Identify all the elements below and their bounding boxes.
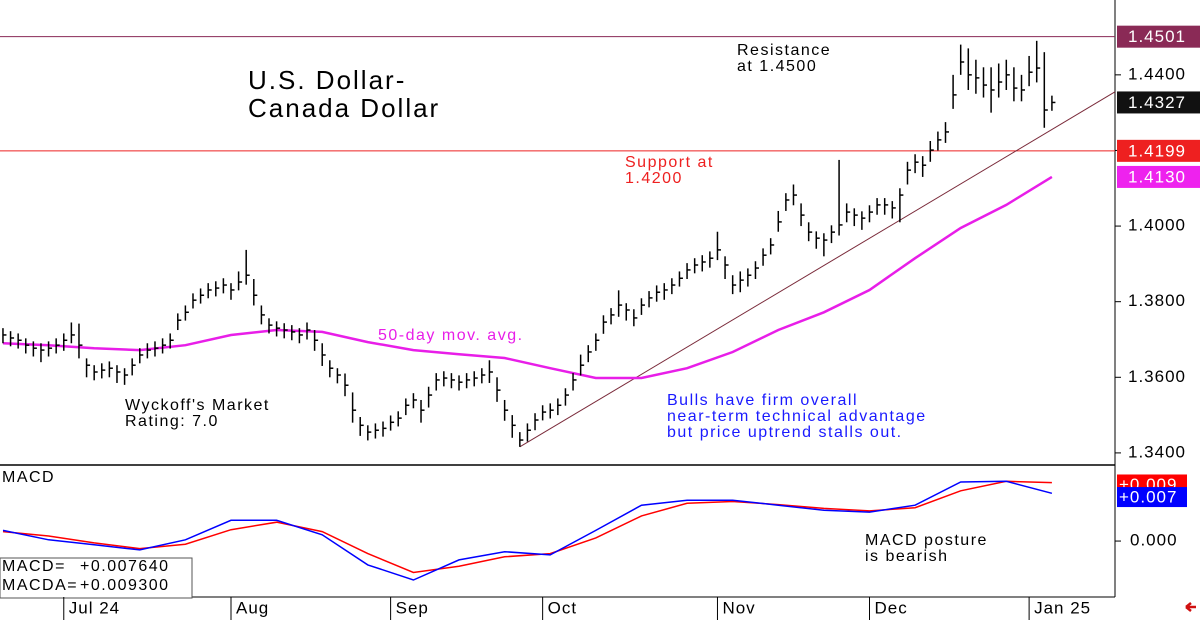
level-tag-label: 1.4327 xyxy=(1128,93,1186,112)
macd-y-tick-label: 0.000 xyxy=(1130,531,1178,550)
macd-tag-label: +0.007 xyxy=(1119,488,1177,507)
annotation: at 1.4500 xyxy=(737,58,817,75)
annotation: Bulls have firm overall xyxy=(667,392,858,409)
x-tick-label: Aug xyxy=(236,598,269,617)
macd-legend-name: MACDA= xyxy=(2,577,78,594)
level-tag-label: 1.4130 xyxy=(1128,167,1186,186)
y-tick-label: 1.4400 xyxy=(1128,64,1186,83)
x-tick-label: Sep xyxy=(396,598,429,617)
x-tick-label: Jan 25 xyxy=(1034,598,1091,617)
macd-legend-box xyxy=(0,557,193,599)
chart-title: U.S. Dollar- xyxy=(248,65,406,95)
annotation: 1.4200 xyxy=(625,170,683,187)
level-tag-label: 1.4199 xyxy=(1128,141,1186,160)
level-tag xyxy=(1117,165,1200,188)
scroll-arrow xyxy=(1185,602,1196,612)
annotation: Rating: 7.0 xyxy=(125,413,219,430)
macd-title: MACD xyxy=(2,469,55,486)
chart-title: Canada Dollar xyxy=(248,93,440,123)
macd-legend-name: MACD= xyxy=(2,558,66,575)
annotation: Support at xyxy=(625,154,714,171)
y-tick-label: 1.4000 xyxy=(1128,216,1186,235)
x-tick-label: Oct xyxy=(548,598,577,617)
y-tick-label: 1.3400 xyxy=(1128,442,1186,461)
moving-average xyxy=(2,175,1053,380)
annotation: is bearish xyxy=(865,548,948,565)
trend-line xyxy=(519,91,1116,448)
macd-legend-value: +0.009300 xyxy=(80,577,170,594)
y-tick-label: 1.3600 xyxy=(1128,367,1186,386)
annotation: but price uptrend stalls out. xyxy=(667,424,903,441)
level-tag xyxy=(1117,25,1200,48)
y-tick-label: 1.3800 xyxy=(1128,291,1186,310)
annotation: Wyckoff's Market xyxy=(125,397,270,414)
annotation: near-term technical advantage xyxy=(667,408,927,425)
macd-tag xyxy=(1117,487,1187,508)
level-tag xyxy=(1117,91,1200,114)
macd-legend-value: +0.007640 xyxy=(80,558,170,575)
macd-line xyxy=(2,480,1053,581)
x-tick-label: Jul 24 xyxy=(69,598,120,617)
x-tick-label: Nov xyxy=(722,598,755,617)
annotation: MACD posture xyxy=(865,532,988,549)
x-tick-label: Dec xyxy=(874,598,907,617)
level-tag-label: 1.4501 xyxy=(1128,27,1186,46)
annotation: Resistance xyxy=(737,42,831,59)
level-tag xyxy=(1117,139,1200,162)
ma-label: 50-day mov. avg. xyxy=(378,327,524,344)
